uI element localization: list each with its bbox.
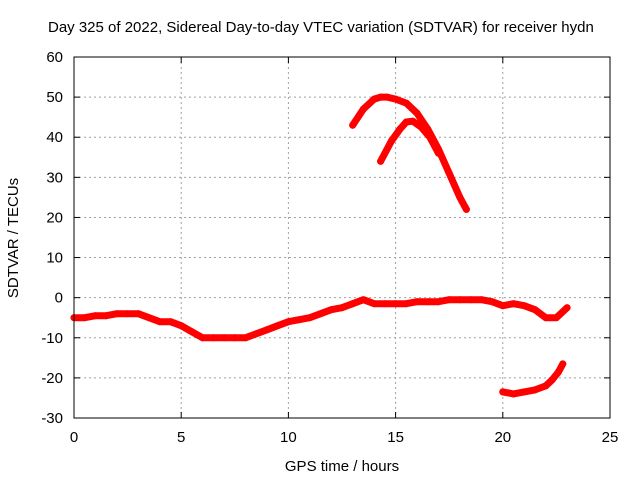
data-point	[327, 306, 335, 314]
data-point	[359, 296, 367, 304]
data-point	[188, 328, 196, 336]
data-point	[555, 368, 562, 376]
data-point	[499, 388, 507, 396]
gridlines	[74, 57, 610, 418]
x-tick-label: 5	[177, 429, 185, 446]
data-point	[81, 314, 89, 322]
y-tick-label: 20	[46, 209, 63, 226]
data-point	[381, 300, 389, 308]
data-point	[542, 314, 550, 322]
y-tick-label: 40	[46, 129, 63, 146]
data-point	[462, 205, 470, 213]
y-tick-label: -20	[41, 370, 63, 387]
data-point	[542, 382, 550, 390]
data-point	[559, 360, 567, 368]
data-point	[510, 390, 517, 398]
data-point	[445, 169, 453, 177]
data-point	[510, 300, 517, 308]
data-point	[306, 314, 314, 322]
data-point	[377, 93, 385, 101]
data-point	[402, 99, 410, 107]
y-tick-label: -10	[41, 330, 63, 347]
data-point	[113, 310, 121, 318]
x-tick-label: 20	[494, 429, 511, 446]
data-point	[102, 312, 110, 320]
data-point	[499, 302, 507, 310]
data-point	[520, 388, 528, 396]
x-tick-label: 15	[387, 429, 404, 446]
data-point	[134, 310, 142, 318]
axis-ticks: 0 5 10 15 20 25 -30 -20 -10 0 10 20 30 40 50 60	[41, 49, 618, 446]
y-tick-label: 60	[46, 49, 63, 66]
data-point	[402, 300, 410, 308]
data-point	[370, 300, 378, 308]
data-point	[392, 300, 400, 308]
data-point	[531, 386, 539, 394]
data-point	[295, 316, 303, 324]
data-point	[402, 118, 410, 126]
data-point	[396, 125, 404, 133]
data-point	[563, 304, 571, 312]
data-point	[252, 330, 260, 338]
y-tick-label: -30	[41, 410, 63, 427]
x-tick-label: 10	[280, 429, 297, 446]
x-tick-label: 0	[70, 429, 78, 446]
data-point	[263, 326, 271, 334]
data-point	[413, 109, 421, 117]
y-tick-label: 30	[46, 169, 63, 186]
data-point	[242, 334, 249, 342]
data-point	[220, 334, 228, 342]
y-axis-label: SDTVAR / TECUs	[5, 178, 22, 298]
data-point	[349, 121, 357, 129]
data-point	[167, 318, 174, 326]
plot-frame	[73, 56, 611, 419]
y-tick-label: 10	[46, 250, 63, 267]
data-point	[91, 312, 99, 320]
data-point	[417, 123, 425, 131]
data-point	[488, 298, 496, 306]
data-point	[370, 95, 378, 103]
data-point	[531, 306, 539, 314]
data-point	[349, 300, 357, 308]
data-point	[209, 334, 217, 342]
data-point	[359, 105, 367, 113]
data-point	[231, 334, 239, 342]
data-point	[199, 334, 207, 342]
data-point	[284, 318, 292, 326]
data-point	[456, 193, 464, 201]
data-point	[456, 296, 464, 304]
data-point	[274, 322, 282, 330]
chart-title: Day 325 of 2022, Sidereal Day-to-day VTE…	[48, 19, 594, 36]
data-point	[145, 314, 153, 322]
data-point	[377, 157, 385, 165]
data-point	[413, 298, 421, 306]
data-point	[424, 298, 432, 306]
x-axis-label: GPS time / hours	[285, 458, 399, 475]
y-tick-label: 50	[46, 89, 63, 106]
data-point	[477, 296, 485, 304]
data-point	[338, 304, 346, 312]
data-point	[387, 137, 395, 145]
data-point	[520, 302, 528, 310]
data-point	[445, 296, 453, 304]
data-point	[548, 376, 556, 384]
data-point	[409, 117, 417, 125]
data-point	[552, 314, 560, 322]
data-point	[177, 322, 185, 330]
data-point	[156, 318, 164, 326]
data-series	[70, 93, 571, 398]
data-point	[124, 310, 132, 318]
data-point	[435, 298, 442, 306]
data-point	[435, 149, 442, 157]
x-tick-label: 25	[602, 429, 619, 446]
data-point	[317, 310, 325, 318]
y-tick-label: 0	[55, 290, 63, 307]
series-arc-upper	[349, 93, 470, 213]
data-point	[467, 296, 475, 304]
data-point	[383, 93, 391, 101]
data-point	[426, 133, 434, 141]
data-point	[392, 95, 400, 103]
